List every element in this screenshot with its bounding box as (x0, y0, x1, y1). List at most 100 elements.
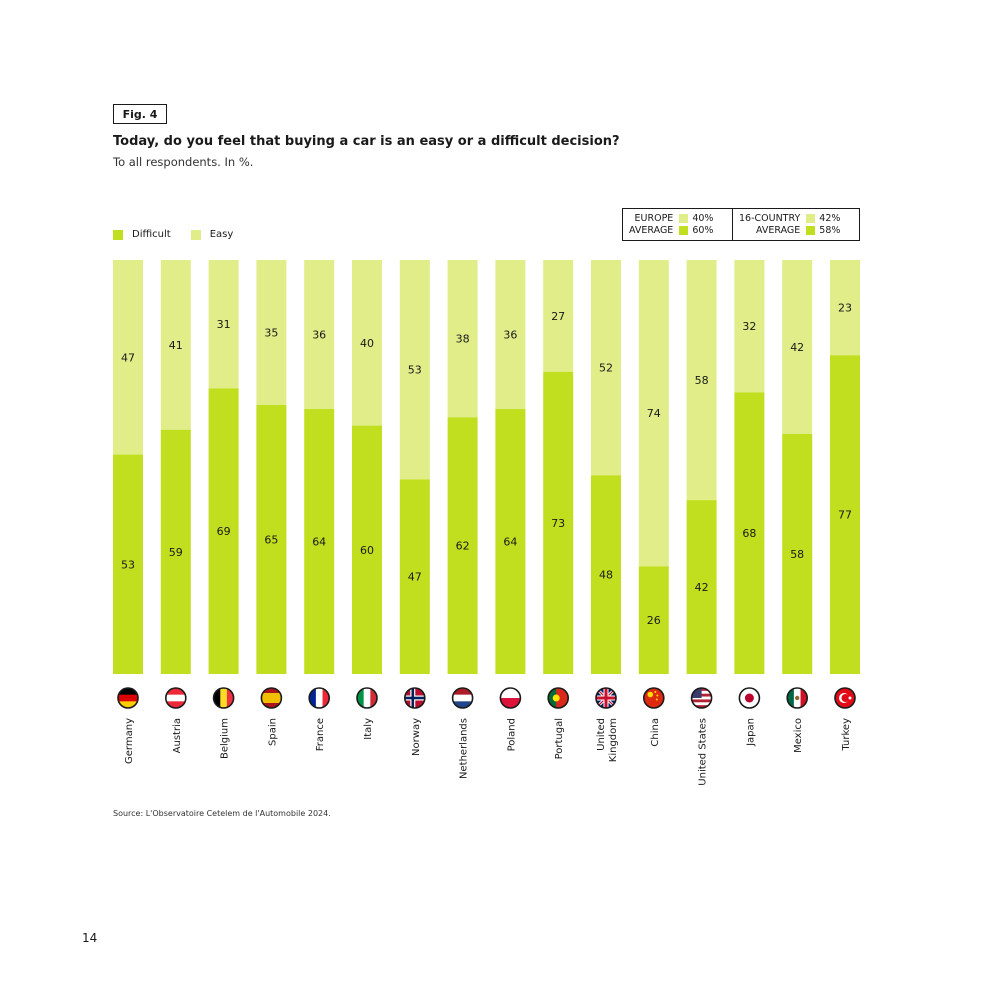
tick-label-united-kingdom: UnitedKingdom (596, 718, 619, 762)
japan-flag-icon (739, 688, 760, 708)
bar-difficult-japan (734, 392, 765, 674)
tick-label-japan: Japan (745, 718, 756, 747)
chart-title: Today, do you feel that buying a car is … (113, 134, 620, 149)
germany-flag-icon (118, 688, 138, 708)
legend-swatch-difficult (113, 229, 123, 240)
data-label-easy-poland: 36 (503, 329, 517, 342)
data-label-easy-italy: 40 (360, 337, 374, 350)
europe-average-box: EUROPE AVERAGE 40% 60% (622, 208, 733, 241)
bar-easy-austria (160, 260, 191, 430)
flag-outline-belgium (212, 687, 235, 709)
data-label-easy-norway: 53 (408, 364, 422, 377)
data-label-easy-germany: 47 (121, 351, 135, 364)
bar-difficult-austria (160, 429, 191, 674)
data-label-easy-netherlands: 38 (456, 333, 470, 346)
all-countries-average-box: 16-COUNTRY AVERAGE 42% 58% (732, 208, 860, 241)
mexico-flag-icon (787, 688, 808, 708)
europe-average-label-line1: EUROPE (634, 212, 674, 224)
bar-easy-united-states (686, 260, 717, 501)
data-label-easy-china: 74 (647, 407, 661, 420)
legend-item-difficult: Difficult (113, 229, 171, 240)
tick-label-france: France (315, 718, 326, 751)
bar-easy-united-kingdom (591, 260, 621, 476)
bar-difficult-portugal (543, 371, 574, 674)
data-label-easy-mexico: 42 (790, 341, 804, 354)
data-label-difficult-spain: 65 (264, 533, 278, 546)
china-flag-icon (643, 688, 664, 708)
flag-outline-france (308, 687, 331, 709)
europe-easy-swatch (679, 214, 689, 223)
poland-flag-icon (500, 688, 521, 708)
data-label-easy-spain: 35 (264, 326, 278, 339)
flag-outline-spain (260, 687, 283, 709)
bar-easy-germany (113, 260, 143, 455)
austria-flag-icon (165, 688, 186, 708)
legend-swatch-easy (190, 229, 201, 240)
belgium-flag-icon (213, 688, 234, 708)
flag-outline-norway (403, 687, 426, 709)
bar-easy-mexico (782, 260, 813, 434)
data-label-difficult-turkey: 77 (838, 509, 852, 522)
united-states-flag-icon (691, 688, 712, 708)
data-label-difficult-italy: 60 (360, 544, 374, 557)
bar-difficult-italy (352, 425, 382, 674)
data-label-easy-portugal: 27 (551, 310, 565, 323)
bar-difficult-united-kingdom (591, 475, 621, 674)
bar-difficult-germany (113, 454, 143, 674)
data-label-difficult-norway: 47 (408, 571, 422, 584)
flag-outline-mexico (786, 687, 809, 709)
legend-label-difficult: Difficult (132, 229, 171, 240)
legend-item-easy: Easy (190, 229, 233, 240)
bar-easy-turkey (830, 260, 860, 356)
all-average-label-line2: AVERAGE (755, 224, 801, 236)
bar-easy-italy (352, 260, 382, 426)
tick-label-belgium: Belgium (220, 718, 231, 759)
flag-outline-united-kingdom (595, 687, 617, 709)
data-label-difficult-germany: 53 (121, 558, 135, 571)
legend: Difficult Easy (113, 229, 253, 240)
flag-outline-italy (356, 687, 378, 709)
europe-difficult-swatch (679, 226, 689, 235)
bar-easy-belgium (208, 260, 239, 389)
data-label-difficult-poland: 64 (503, 536, 517, 549)
flag-outline-germany (117, 687, 139, 709)
europe-average-label-line2: AVERAGE (629, 224, 674, 236)
data-label-easy-france: 36 (312, 329, 326, 342)
data-label-easy-belgium: 31 (217, 318, 231, 331)
flag-outline-united-states (690, 687, 713, 709)
bar-easy-portugal (543, 260, 574, 372)
data-label-difficult-netherlands: 62 (456, 540, 470, 553)
bar-difficult-netherlands (447, 417, 478, 674)
data-label-difficult-mexico: 58 (790, 548, 804, 561)
bar-difficult-turkey (830, 355, 860, 674)
data-label-difficult-united-kingdom: 48 (599, 569, 613, 582)
bar-difficult-mexico (782, 433, 813, 674)
data-label-easy-austria: 41 (169, 339, 183, 352)
data-label-easy-united-kingdom: 52 (599, 362, 613, 375)
turkey-flag-icon (835, 688, 855, 708)
flag-outline-china (642, 687, 665, 709)
bar-difficult-france (304, 409, 335, 674)
italy-flag-icon (357, 688, 377, 708)
all-average-label-line1: 16-COUNTRY (739, 212, 801, 224)
bar-difficult-poland (495, 409, 526, 674)
flag-outline-turkey (834, 687, 856, 709)
norway-flag-icon (404, 688, 425, 708)
data-label-difficult-united-states: 42 (695, 581, 709, 594)
bar-easy-china (638, 260, 669, 567)
data-label-easy-turkey: 23 (838, 302, 852, 315)
chart-subtitle: To all respondents. In %. (113, 155, 254, 169)
bar-easy-france (304, 260, 335, 410)
flag-outline-austria (165, 687, 187, 709)
france-flag-icon (309, 688, 330, 708)
bar-easy-spain (256, 260, 287, 405)
data-label-difficult-japan: 68 (742, 527, 756, 540)
europe-average-difficult: 60% (692, 224, 714, 236)
all-average-easy: 42% (819, 212, 841, 224)
flag-outline-poland (499, 687, 522, 709)
all-difficult-swatch (806, 226, 816, 235)
data-label-difficult-china: 26 (647, 614, 661, 627)
data-label-difficult-belgium: 69 (217, 525, 231, 538)
page-number: 14 (82, 931, 98, 945)
tick-label-turkey: Turkey (841, 718, 852, 752)
